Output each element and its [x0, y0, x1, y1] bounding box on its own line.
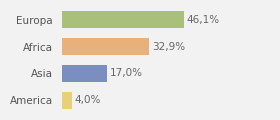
Bar [62, 38, 149, 55]
Text: 17,0%: 17,0% [109, 68, 143, 78]
Text: 46,1%: 46,1% [187, 15, 220, 25]
Text: 4,0%: 4,0% [75, 95, 101, 105]
Bar [62, 11, 184, 28]
Text: 32,9%: 32,9% [152, 42, 185, 52]
Bar [62, 92, 72, 109]
Bar [62, 65, 107, 82]
